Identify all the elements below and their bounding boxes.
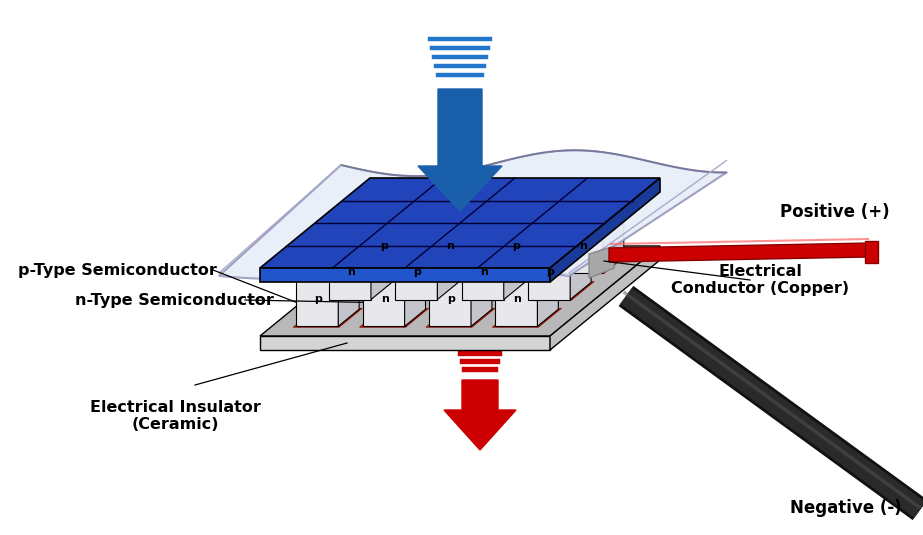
Polygon shape [260,336,550,350]
Text: p: p [546,268,554,277]
Polygon shape [430,46,490,50]
Polygon shape [425,255,494,274]
Polygon shape [360,308,428,327]
Polygon shape [426,308,495,327]
Polygon shape [260,246,660,336]
Polygon shape [403,208,425,273]
Text: Negative (-): Negative (-) [790,499,902,517]
Polygon shape [438,234,458,300]
Polygon shape [557,255,627,274]
Text: p: p [447,294,455,304]
Polygon shape [471,261,492,326]
Polygon shape [459,281,528,301]
Polygon shape [550,178,660,282]
Polygon shape [495,208,557,225]
Polygon shape [260,178,660,268]
Text: p: p [512,241,521,250]
Polygon shape [561,225,603,273]
Text: n: n [380,294,389,304]
Polygon shape [395,251,438,300]
Polygon shape [429,278,471,326]
Polygon shape [296,278,338,326]
Polygon shape [294,308,362,327]
Text: Positive (+): Positive (+) [780,203,890,221]
Polygon shape [491,255,560,274]
Polygon shape [362,208,425,225]
Text: p-Type Semiconductor: p-Type Semiconductor [18,263,217,278]
Polygon shape [492,308,561,327]
Text: n-Type Semiconductor: n-Type Semiconductor [75,293,274,308]
Text: p: p [315,294,322,304]
Polygon shape [528,251,570,300]
Polygon shape [371,234,392,300]
Text: n: n [347,268,355,277]
Polygon shape [458,351,502,356]
Polygon shape [436,73,484,77]
Polygon shape [609,243,870,262]
Polygon shape [363,278,404,326]
Polygon shape [296,261,359,278]
Polygon shape [395,234,458,251]
Polygon shape [865,241,878,263]
Text: Electrical Insulator
(Ceramic): Electrical Insulator (Ceramic) [90,400,260,432]
Polygon shape [460,359,500,364]
Polygon shape [462,234,524,251]
Polygon shape [528,234,591,251]
Polygon shape [363,261,426,278]
Polygon shape [550,246,660,350]
Polygon shape [462,251,504,300]
Polygon shape [428,225,470,273]
Polygon shape [570,234,591,300]
Text: n: n [446,241,454,250]
Polygon shape [326,281,395,301]
Polygon shape [358,255,427,274]
Polygon shape [504,234,524,300]
Polygon shape [496,261,558,278]
Text: n: n [480,268,487,277]
Polygon shape [404,261,426,326]
Polygon shape [432,55,488,59]
Polygon shape [434,64,486,68]
Polygon shape [428,208,491,225]
Text: p: p [414,268,421,277]
Polygon shape [429,261,492,278]
Text: n: n [513,294,521,304]
Polygon shape [537,261,558,326]
Polygon shape [525,281,594,301]
Polygon shape [329,234,392,251]
Polygon shape [470,208,491,273]
Polygon shape [456,343,504,348]
Polygon shape [462,367,498,372]
Polygon shape [418,89,502,211]
Text: p: p [379,241,388,250]
Polygon shape [392,281,462,301]
Polygon shape [329,251,371,300]
Text: Electrical
Conductor (Copper): Electrical Conductor (Copper) [671,264,849,296]
Polygon shape [444,380,516,450]
Polygon shape [589,246,614,278]
Text: n: n [579,241,587,250]
Polygon shape [428,37,492,41]
Polygon shape [561,208,624,225]
Polygon shape [495,225,536,273]
Polygon shape [219,150,726,279]
Polygon shape [536,208,557,273]
Polygon shape [496,278,537,326]
Polygon shape [260,268,550,282]
Polygon shape [338,261,359,326]
Polygon shape [603,208,624,273]
Polygon shape [362,225,403,273]
